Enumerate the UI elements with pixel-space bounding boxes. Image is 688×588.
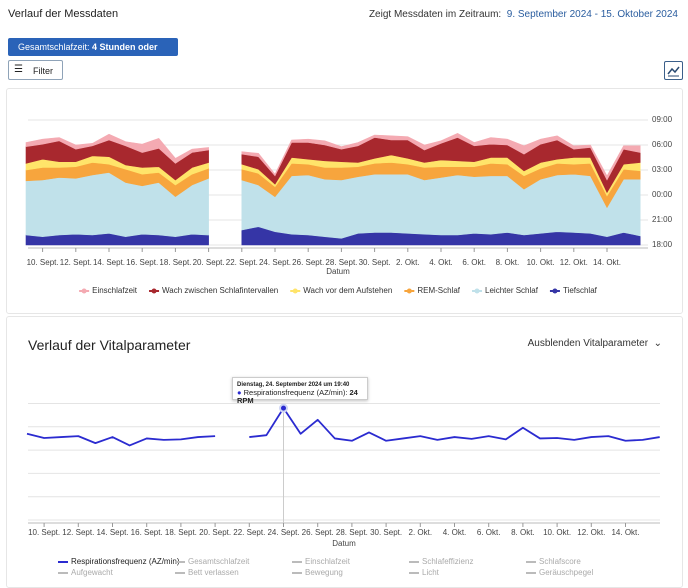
x-tick-label: 4. Okt. <box>429 258 453 267</box>
x-tick-label: 14. Okt. <box>593 258 621 267</box>
x-axis-title: Datum <box>326 267 350 276</box>
legend-label: Schlafeffizienz <box>422 557 473 566</box>
vitals-title: Verlauf der Vitalparameter <box>28 337 191 353</box>
area <box>241 132 641 181</box>
x-tick-label: 28. Sept. <box>325 258 357 267</box>
x-tick-label: 20. Sept. <box>199 528 231 537</box>
y-tick-label: 18:00 <box>652 240 673 249</box>
x-tick-label: 18. Sept. <box>159 258 191 267</box>
x-tick-label: 18. Sept. <box>165 528 197 537</box>
legend-dot <box>552 288 558 294</box>
x-tick-label: 28. Sept. <box>336 528 368 537</box>
range-value: 9. September 2024 - 15. Oktober 2024 <box>506 9 678 20</box>
x-tick-label: 6. Okt. <box>477 528 501 537</box>
legend-label: Tiefschlaf <box>563 286 598 295</box>
x-tick-label: 10. Okt. <box>543 528 571 537</box>
x-tick-label: 14. Sept. <box>96 528 128 537</box>
legend-dot <box>292 288 298 294</box>
page-title: Verlauf der Messdaten <box>8 8 119 20</box>
legend-label: Wach zwischen Schlafintervallen <box>162 286 278 295</box>
y-tick-label: 09:00 <box>652 115 673 124</box>
line <box>26 432 216 447</box>
range: Zeigt Messdaten im Zeitraum: 9. Septembe… <box>369 9 678 20</box>
tooltip-label: Respirationsfrequenz (AZ/min): <box>243 388 348 397</box>
tooltip-value: 24 RPM <box>237 388 358 405</box>
x-tick-label: 12. Sept. <box>60 258 92 267</box>
y-tick-label: 21:00 <box>652 215 673 224</box>
legend-label: Licht <box>422 568 440 577</box>
x-tick-label: 24. Sept. <box>267 528 299 537</box>
filter-chip[interactable]: Gesamtschlafzeit: 4 Stunden oder mehr ✕ <box>8 38 178 72</box>
x-tick-label: 10. Okt. <box>527 258 555 267</box>
x-tick-label: 8. Okt. <box>511 528 535 537</box>
x-tick-label: 26. Sept. <box>302 528 334 537</box>
x-tick-label: 22. Sept. <box>226 258 258 267</box>
y-tick-label: 06:00 <box>652 140 673 149</box>
legend-label: Einschlafzeit <box>92 286 138 295</box>
x-tick-label: 16. Sept. <box>131 528 163 537</box>
legend-dot <box>151 288 157 294</box>
x-tick-label: 2. Okt. <box>396 258 420 267</box>
x-tick-label: 26. Sept. <box>292 258 324 267</box>
legend-label: Einschlafzeit <box>305 557 351 566</box>
x-tick-label: 6. Okt. <box>462 258 486 267</box>
filter-button[interactable]: ☰ Filter <box>8 60 63 80</box>
x-tick-label: 12. Sept. <box>62 528 94 537</box>
legend-label: Bewegung <box>305 568 343 577</box>
x-tick-label: 2. Okt. <box>409 528 433 537</box>
hover-point <box>279 403 288 413</box>
legend-label: REM-Schlaf <box>417 286 460 295</box>
filter-label: Filter <box>33 66 53 76</box>
area <box>241 173 641 239</box>
sleep-card <box>6 88 683 314</box>
legend-label: Gesamtschlafzeit <box>188 557 250 566</box>
legend-label: Respirationsfrequenz (AZ/min) <box>71 557 180 566</box>
x-tick-label: 4. Okt. <box>443 528 467 537</box>
legend-label: Schlafscore <box>539 557 581 566</box>
legend: Einschlafzeit Wach zwischen Schlafinterva… <box>79 286 598 295</box>
legend-label: Bett verlassen <box>188 568 239 577</box>
x-axis-title: Datum <box>332 539 356 548</box>
chip-label: Gesamtschlafzeit: <box>18 42 90 52</box>
x-tick-label: 14. Sept. <box>93 258 125 267</box>
x-tick-label: 10. Sept. <box>27 258 59 267</box>
legend-dot <box>474 288 480 294</box>
x-tick-label: 16. Sept. <box>126 258 158 267</box>
x-tick-label: 30. Sept. <box>359 258 391 267</box>
tooltip: Dienstag, 24. September 2024 um 19:40 ● … <box>232 377 368 405</box>
range-label: Zeigt Messdaten im Zeitraum: <box>368 9 502 20</box>
x-tick-label: 22. Sept. <box>233 528 265 537</box>
x-tick-label: 20. Sept. <box>193 258 225 267</box>
x-tick-label: 12. Okt. <box>577 528 605 537</box>
x-tick-label: 14. Okt. <box>611 528 639 537</box>
chart-toggle-button[interactable] <box>664 61 683 80</box>
legend-label: Aufgewacht <box>71 568 114 577</box>
x-tick-label: 10. Sept. <box>28 528 60 537</box>
x-tick-label: 12. Okt. <box>560 258 588 267</box>
y-tick-label: 00:00 <box>652 190 673 199</box>
legend-dot <box>406 288 412 294</box>
y-tick-label: 03:00 <box>652 165 673 174</box>
legend-dot <box>81 288 87 294</box>
chip-value: 4 Stunden oder mehr <box>18 42 158 70</box>
x-tick-label: 30. Sept. <box>370 528 402 537</box>
legend-label: Leichter Schlaf <box>485 286 539 295</box>
x-tick-label: 24. Sept. <box>259 258 291 267</box>
area <box>25 133 209 164</box>
vitals-toggle-label: Ausblenden Vitalparameter <box>527 338 649 349</box>
icon <box>667 66 680 77</box>
legend-label: Geräuschpegel <box>539 568 593 577</box>
tooltip-title: Dienstag, 24. September 2024 um 19:40 <box>237 382 350 388</box>
vitals-toggle[interactable]: Ausblenden Vitalparameter ⌄ <box>527 338 662 349</box>
x-tick-label: 8. Okt. <box>496 258 520 267</box>
line <box>249 407 660 442</box>
legend-label: Wach vor dem Aufstehen <box>303 286 392 295</box>
